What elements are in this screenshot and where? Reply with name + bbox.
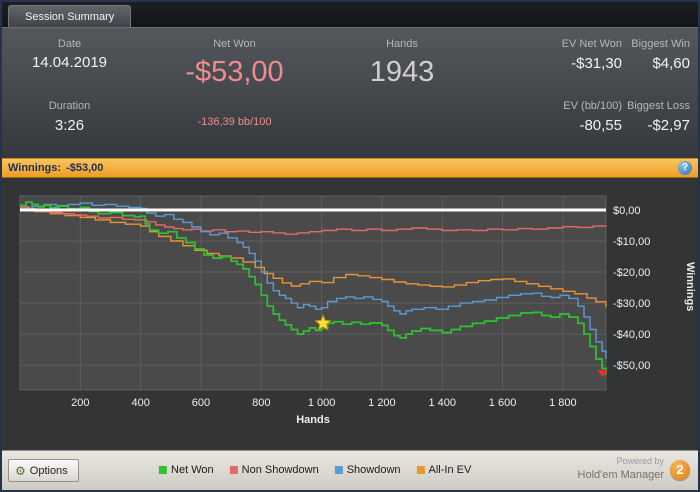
x-tick-label: 400 — [131, 397, 149, 409]
y-tick-label: $0,00 — [613, 205, 641, 217]
x-tick-label: 1 400 — [428, 397, 456, 409]
biggest-win-value: $4,60 — [652, 55, 690, 72]
legend-item-net-won: Net Won — [159, 464, 214, 476]
net-won-label: Net Won — [213, 38, 256, 50]
duration-value: 3:26 — [54, 117, 85, 134]
tab-session-summary[interactable]: Session Summary — [8, 5, 132, 27]
legend-item-non-showdown: Non Showdown — [229, 464, 319, 476]
y-tick-label: -$40,00 — [613, 329, 650, 341]
legend-label: Net Won — [171, 464, 214, 476]
x-tick-label: 600 — [192, 397, 210, 409]
non-showdown-swatch-icon — [229, 466, 238, 474]
hands-label: Hands — [386, 38, 418, 50]
powered-by-line2: Hold'em Manager — [577, 468, 664, 481]
tab-bar: Session Summary — [2, 2, 698, 27]
y-tick-label: -$50,00 — [613, 360, 650, 372]
y-tick-label: -$30,00 — [613, 298, 650, 310]
series-non-showdown — [20, 206, 607, 235]
winnings-bar-value: -$53,00 — [66, 162, 104, 174]
x-tick-label: 1 600 — [489, 397, 517, 409]
biggest-win-label: Biggest Win — [631, 38, 690, 50]
x-tick-label: 1 200 — [368, 397, 396, 409]
showdown-swatch-icon — [334, 466, 343, 474]
winnings-chart: 200 400 600 800 1 000 1 200 1 400 1 600 1 800 $0,… — [19, 195, 650, 409]
duration-label: Duration — [48, 100, 91, 112]
gear-icon: ⚙ — [15, 463, 26, 478]
ev-bb100-value: -80,55 — [579, 117, 622, 134]
biggest-loss-value: -$2,97 — [647, 117, 690, 134]
ev-net-won-label: EV Net Won — [561, 38, 622, 50]
x-axis-title: Hands — [296, 414, 330, 426]
end-marker — [597, 369, 608, 378]
date-label: Date — [57, 38, 82, 50]
series-all-in-ev — [20, 207, 607, 308]
help-icon[interactable]: ? — [678, 161, 692, 175]
legend-label: Non Showdown — [241, 464, 319, 476]
x-tick-label: 1 800 — [549, 397, 577, 409]
powered-by: Powered by Hold'em Manager — [578, 456, 664, 482]
x-tick-label: 800 — [252, 397, 270, 409]
winnings-bar-label: Winnings: — [8, 162, 62, 174]
winnings-bar: Winnings: -$53,00 ? — [2, 158, 698, 178]
options-label: Options — [29, 464, 68, 477]
series-showdown — [20, 202, 607, 359]
plot-background — [19, 195, 607, 391]
series-net-won — [20, 201, 607, 375]
net-won-swatch-icon — [159, 466, 168, 474]
x-tick-label: 200 — [71, 397, 89, 409]
tab-label: Session Summary — [25, 10, 115, 23]
date-value: 14.04.2019 — [31, 54, 108, 71]
hands-value: 1943 — [369, 56, 435, 88]
ev-net-won-value: -$31,30 — [571, 55, 622, 72]
biggest-loss-label: Biggest Loss — [627, 100, 690, 112]
star-marker — [314, 313, 332, 331]
y-axis-title: Winnings — [684, 262, 696, 312]
chart-area: 200 400 600 800 1 000 1 200 1 400 1 600 1 800 $0,… — [2, 178, 698, 450]
legend-item-all-in-ev: All-In EV — [416, 464, 472, 476]
options-button[interactable]: ⚙ Options — [8, 459, 79, 482]
legend-label: All-In EV — [428, 464, 472, 476]
all-in-ev-swatch-icon — [416, 466, 425, 474]
legend-label: Showdown — [346, 464, 401, 476]
net-won-value: -$53,00 — [185, 56, 284, 88]
y-tick-label: -$10,00 — [613, 236, 650, 248]
hm2-badge-icon: 2 — [670, 460, 690, 480]
stats-panel: Date 14.04.2019 Duration 3:26 Net Won -$… — [2, 27, 698, 158]
powered-by-line1: Powered by — [616, 456, 664, 466]
chart-legend: Net Won Non Showdown Showdown All-In EV — [159, 464, 471, 476]
ev-bb100-label: EV (bb/100) — [563, 100, 622, 112]
x-tick-label: 1 000 — [308, 397, 336, 409]
y-tick-label: -$20,00 — [613, 267, 650, 279]
net-won-bb100: -136,39 bb/100 — [197, 116, 272, 128]
legend-item-showdown: Showdown — [334, 464, 401, 476]
footer-bar: ⚙ Options Net Won Non Showdown Showdown … — [2, 450, 698, 490]
